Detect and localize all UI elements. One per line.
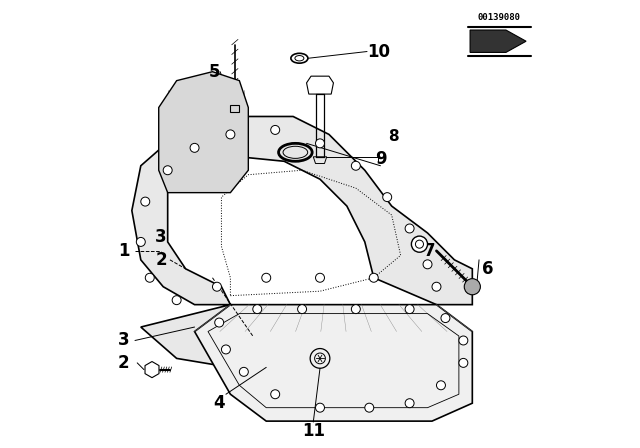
Circle shape xyxy=(365,403,374,412)
Text: 00139080: 00139080 xyxy=(477,13,521,22)
Circle shape xyxy=(298,305,307,314)
Circle shape xyxy=(253,305,262,314)
Circle shape xyxy=(316,273,324,282)
Circle shape xyxy=(141,197,150,206)
Circle shape xyxy=(212,282,221,291)
Circle shape xyxy=(271,390,280,399)
Circle shape xyxy=(405,399,414,408)
Text: 6: 6 xyxy=(483,260,493,278)
Text: 8: 8 xyxy=(388,129,399,144)
Circle shape xyxy=(351,161,360,170)
Circle shape xyxy=(316,139,324,148)
Text: 5: 5 xyxy=(209,63,220,81)
Circle shape xyxy=(405,224,414,233)
Text: 2: 2 xyxy=(155,251,167,269)
Circle shape xyxy=(190,143,199,152)
Circle shape xyxy=(215,318,224,327)
Circle shape xyxy=(436,381,445,390)
Text: 11: 11 xyxy=(302,422,324,440)
Circle shape xyxy=(432,282,441,291)
Circle shape xyxy=(423,260,432,269)
Text: 3: 3 xyxy=(118,332,129,349)
Text: 7: 7 xyxy=(424,242,436,260)
Circle shape xyxy=(383,193,392,202)
Circle shape xyxy=(239,367,248,376)
Polygon shape xyxy=(132,116,472,367)
Circle shape xyxy=(226,130,235,139)
Circle shape xyxy=(271,125,280,134)
Circle shape xyxy=(351,305,360,314)
Text: 1: 1 xyxy=(118,242,129,260)
Text: 2: 2 xyxy=(118,354,129,372)
Text: 4: 4 xyxy=(213,394,225,412)
Circle shape xyxy=(441,314,450,323)
Circle shape xyxy=(459,358,468,367)
Circle shape xyxy=(172,296,181,305)
Circle shape xyxy=(464,279,481,295)
Circle shape xyxy=(412,236,428,252)
Text: 10: 10 xyxy=(367,43,390,60)
Circle shape xyxy=(145,273,154,282)
Circle shape xyxy=(369,273,378,282)
Polygon shape xyxy=(195,305,472,421)
Circle shape xyxy=(163,166,172,175)
Polygon shape xyxy=(159,72,248,193)
Circle shape xyxy=(136,237,145,246)
Circle shape xyxy=(262,273,271,282)
Polygon shape xyxy=(470,30,526,52)
Text: 9: 9 xyxy=(374,150,387,168)
Circle shape xyxy=(316,403,324,412)
Text: 3: 3 xyxy=(155,228,167,246)
Circle shape xyxy=(459,336,468,345)
Circle shape xyxy=(221,345,230,354)
Circle shape xyxy=(405,305,414,314)
